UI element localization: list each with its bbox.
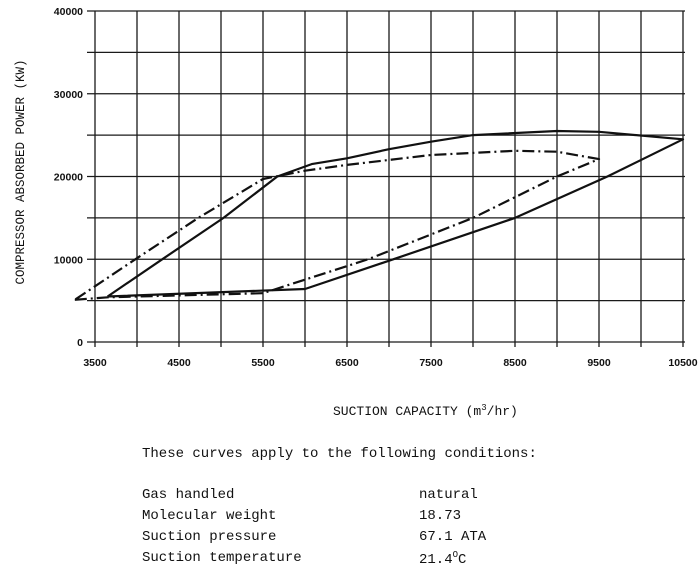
condition-value: natural bbox=[419, 487, 478, 503]
y-tick-label: 30000 bbox=[54, 89, 83, 101]
x-tick-label: 5500 bbox=[251, 357, 275, 369]
condition-value: 67.1 ATA bbox=[419, 529, 487, 545]
x-tick-label: 10500 bbox=[668, 357, 697, 369]
x-tick-label: 4500 bbox=[167, 357, 191, 369]
y-tick-label: 10000 bbox=[54, 254, 83, 266]
y-axis-title: COMPRESSOR ABSORBED POWER (KW) bbox=[14, 59, 28, 284]
dash-dot-curve bbox=[74, 149, 601, 301]
x-axis-title: SUCTION CAPACITY (m3/hr) bbox=[333, 403, 518, 419]
condition-label: Gas handled bbox=[142, 487, 235, 503]
y-tick-label: 40000 bbox=[54, 6, 83, 18]
y-tick-label: 0 bbox=[77, 337, 83, 349]
condition-value: 21.4OC bbox=[419, 550, 467, 568]
x-tick-label: 8500 bbox=[503, 357, 527, 369]
chart: 3500 4500 5500 6500 7500 8500 9500 10500 0 10000 2… bbox=[14, 6, 698, 369]
solid-curve bbox=[106, 129, 685, 298]
conditions-intro: These curves apply to the following cond… bbox=[142, 446, 537, 462]
x-tick-label: 3500 bbox=[83, 357, 107, 369]
x-tick-label: 6500 bbox=[335, 357, 359, 369]
x-tick-label: 7500 bbox=[419, 357, 443, 369]
condition-label: Molecular weight bbox=[142, 508, 277, 524]
condition-label: Suction pressure bbox=[142, 529, 277, 545]
condition-label: Suction temperature bbox=[142, 550, 302, 566]
condition-value: 18.73 bbox=[419, 508, 462, 524]
y-tick-label: 20000 bbox=[54, 172, 83, 184]
x-tick-label: 9500 bbox=[587, 357, 611, 369]
